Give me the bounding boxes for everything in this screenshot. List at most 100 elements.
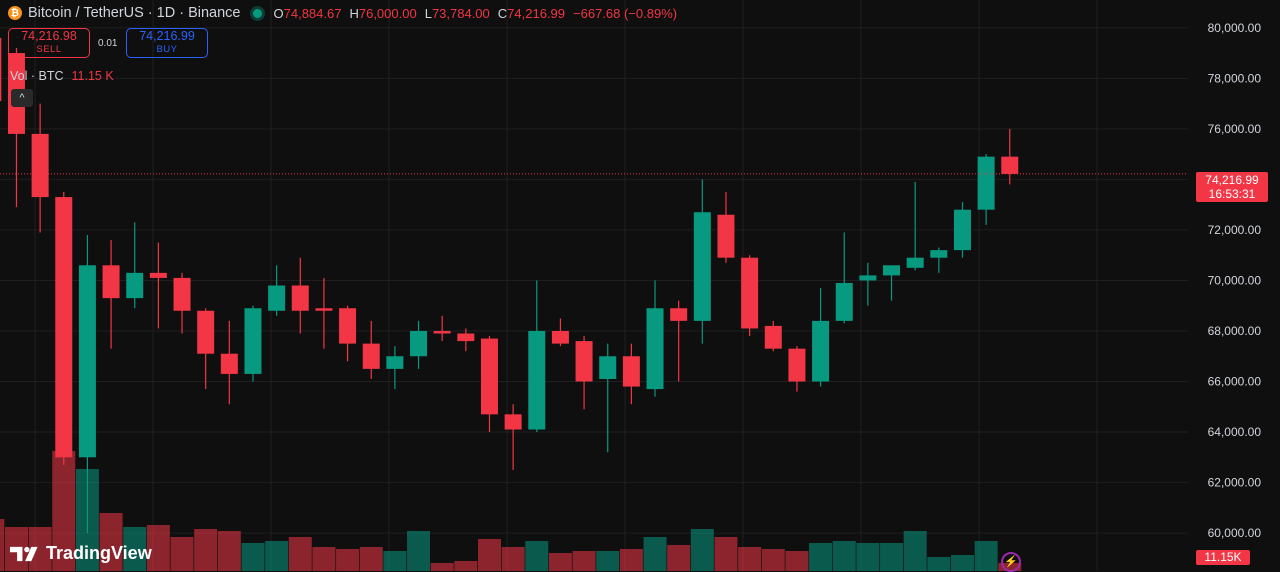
buy-price: 74,216.99 — [139, 29, 195, 43]
volume-bar — [217, 531, 241, 571]
candle-body — [835, 282, 853, 321]
candle-body — [1001, 156, 1019, 174]
volume-bar — [667, 545, 691, 571]
volume-bar — [643, 537, 667, 571]
candle-body — [78, 265, 96, 458]
candle-body — [173, 277, 191, 311]
last-price-tag: 74,216.99 16:53:31 — [1196, 172, 1268, 202]
candle-body — [906, 257, 924, 268]
lightning-bolt-icon[interactable]: ⚡ — [1001, 552, 1021, 572]
volume-bar — [690, 529, 714, 571]
volume-legend[interactable]: Vol · BTC 11.15 K — [10, 69, 114, 83]
brand-name: TradingView — [46, 543, 152, 563]
volume-bar — [477, 539, 501, 571]
candle-body — [953, 209, 971, 251]
volume-bar — [714, 537, 738, 571]
candle-body — [197, 310, 215, 354]
candle-body — [646, 308, 664, 390]
sell-price: 74,216.98 — [21, 29, 77, 43]
low-value: 73,784.00 — [431, 5, 490, 21]
price-tick-label: 72,000.00 — [1208, 223, 1262, 237]
candle-body — [339, 308, 357, 344]
candle-body — [102, 265, 120, 299]
volume-bar — [146, 525, 170, 571]
candle-body — [504, 414, 522, 430]
open-label: O — [273, 5, 284, 21]
candle-body — [575, 341, 593, 382]
candle-body — [220, 353, 238, 374]
volume-bar — [383, 551, 407, 571]
volume-bar — [265, 541, 289, 571]
volume-bar — [288, 537, 312, 571]
price-tick-label: 70,000.00 — [1208, 273, 1262, 287]
price-axis[interactable]: 80,000.0078,000.0076,000.0074,000.0072,0… — [1208, 21, 1262, 540]
volume-bar — [856, 543, 880, 571]
volume-bar — [880, 543, 904, 571]
candle-body — [859, 275, 877, 281]
bar-countdown: 16:53:31 — [1208, 187, 1256, 201]
candle-body — [788, 348, 806, 382]
price-tick-label: 80,000.00 — [1208, 21, 1262, 35]
symbol-title[interactable]: Bitcoin / TetherUS · 1D · Binance — [28, 5, 241, 21]
candle-body — [386, 356, 404, 369]
tradingview-logo[interactable]: TradingView — [10, 543, 152, 564]
close-value: 74,216.99 — [507, 5, 566, 21]
low-label: L — [424, 5, 432, 21]
volume-bar — [407, 531, 431, 571]
volume-tag: 11.15K — [1196, 550, 1250, 565]
candle-body — [291, 285, 309, 311]
buy-button[interactable]: 74,216.99 BUY — [126, 28, 208, 58]
volume-bar — [359, 547, 383, 571]
bitcoin-icon: ₿ — [8, 6, 22, 20]
collapse-chevron-icon[interactable]: ^ — [11, 89, 33, 107]
volume-bar — [454, 561, 478, 571]
last-price-value: 74,216.99 — [1205, 173, 1259, 187]
candle-body — [0, 37, 2, 102]
volume-bar — [0, 519, 5, 571]
candle-body — [599, 356, 617, 379]
high-label: H — [349, 5, 359, 21]
volume-bar — [52, 451, 76, 571]
volume-bar — [99, 513, 123, 571]
candle-body — [244, 308, 262, 374]
candle-body — [528, 330, 546, 430]
candle-body — [693, 212, 711, 321]
volume-bar — [241, 543, 265, 571]
volume-bar — [312, 547, 336, 571]
high-value: 76,000.00 — [358, 5, 417, 21]
volume-bar — [28, 527, 52, 571]
price-tick-label: 66,000.00 — [1208, 375, 1262, 389]
price-tick-label: 64,000.00 — [1208, 425, 1262, 439]
candle-body — [315, 308, 333, 311]
candle-body — [433, 330, 451, 334]
volume-bar — [950, 555, 974, 571]
volume-bar — [832, 541, 856, 571]
volume-label: Vol · BTC — [10, 69, 64, 83]
volume-bar — [525, 541, 549, 571]
candle-body — [55, 197, 73, 458]
candle-body — [480, 338, 498, 415]
volume-bar — [501, 547, 525, 571]
candle-body — [31, 133, 49, 198]
candle-body — [622, 356, 640, 387]
volume-value: 11.15 K — [71, 69, 114, 83]
open-value: 74,884.67 — [283, 5, 342, 21]
volume-bar — [123, 527, 147, 571]
change-value: −667.68 (−0.89%) — [573, 5, 678, 21]
volume-bar — [548, 553, 572, 571]
price-tick-label: 60,000.00 — [1208, 526, 1262, 540]
close-label: C — [497, 5, 508, 21]
volume-bar — [572, 551, 596, 571]
buy-label: BUY — [156, 44, 178, 55]
candle-body — [551, 330, 569, 344]
price-tick-label: 68,000.00 — [1208, 324, 1262, 338]
candle-body — [149, 272, 167, 278]
candle-body — [670, 308, 688, 321]
sell-label: SELL — [36, 44, 62, 55]
candle-body — [268, 285, 286, 311]
volume-bar — [430, 563, 454, 571]
volume-bar — [336, 549, 360, 571]
sell-button[interactable]: 74,216.98 SELL — [8, 28, 90, 58]
candle-body — [717, 214, 735, 258]
